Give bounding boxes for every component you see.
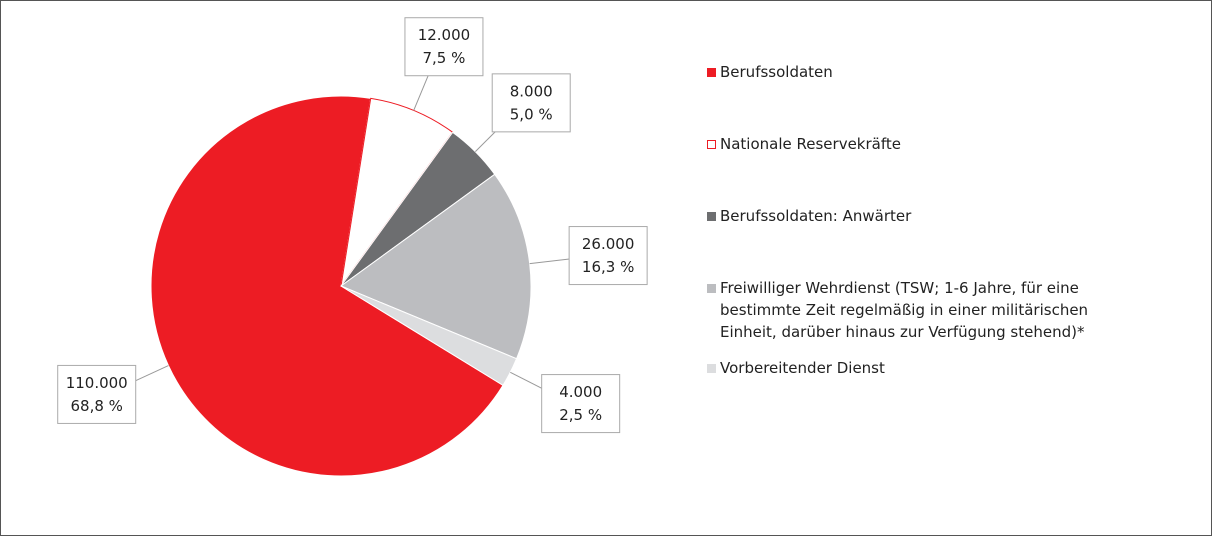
value-label: 8.000: [510, 82, 553, 100]
legend-swatch: [707, 284, 716, 293]
percent-label: 2,5 %: [559, 406, 602, 424]
value-label: 4.000: [559, 383, 602, 401]
legend-swatch: [707, 140, 716, 149]
percent-label: 7,5 %: [422, 49, 465, 67]
leader-line: [510, 371, 547, 391]
value-label: 110.000: [66, 374, 128, 392]
percent-label: 68,8 %: [70, 397, 122, 415]
legend-swatch: [707, 364, 716, 373]
value-label: 12.000: [418, 26, 471, 44]
label-box: [491, 73, 571, 133]
legend-label: Berufssoldaten: Anwärter: [720, 207, 912, 225]
legend-label: Berufssoldaten: [720, 63, 833, 81]
percent-label: 16,3 %: [582, 258, 634, 276]
label-box: [404, 17, 484, 77]
legend-item: Berufssoldaten: [707, 61, 1147, 83]
value-label: 26.000: [582, 235, 635, 253]
legend-swatch: [707, 212, 716, 221]
legend-label: Nationale Reservekräfte: [720, 135, 901, 153]
label-box: [541, 374, 621, 434]
pie-slice: [150, 95, 504, 477]
legend-item: Berufssoldaten: Anwärter: [707, 205, 1147, 227]
legend: Berufssoldaten Nationale Reservekräfte Ber…: [707, 61, 1147, 379]
leader-line: [413, 73, 430, 111]
legend-swatch: [707, 68, 716, 77]
legend-label: Vorbereitender Dienst: [720, 359, 885, 377]
legend-item: Nationale Reservekräfte: [707, 133, 1147, 155]
legend-item: Vorbereitender Dienst: [707, 357, 1147, 379]
percent-label: 5,0 %: [510, 105, 553, 123]
legend-label: Freiwilliger Wehrdienst (TSW; 1-6 Jahre,…: [720, 279, 1089, 341]
leader-line: [131, 365, 169, 383]
legend-item: Freiwilliger Wehrdienst (TSW; 1-6 Jahre,…: [707, 277, 1147, 343]
leader-line: [529, 258, 570, 265]
pie: 110.000 68,8 % 12.000 7,5 % 8.000 5,0 % 26.000…: [57, 17, 648, 477]
label-box: [568, 226, 648, 286]
pie-slice: [339, 173, 532, 360]
label-box: [57, 364, 137, 424]
